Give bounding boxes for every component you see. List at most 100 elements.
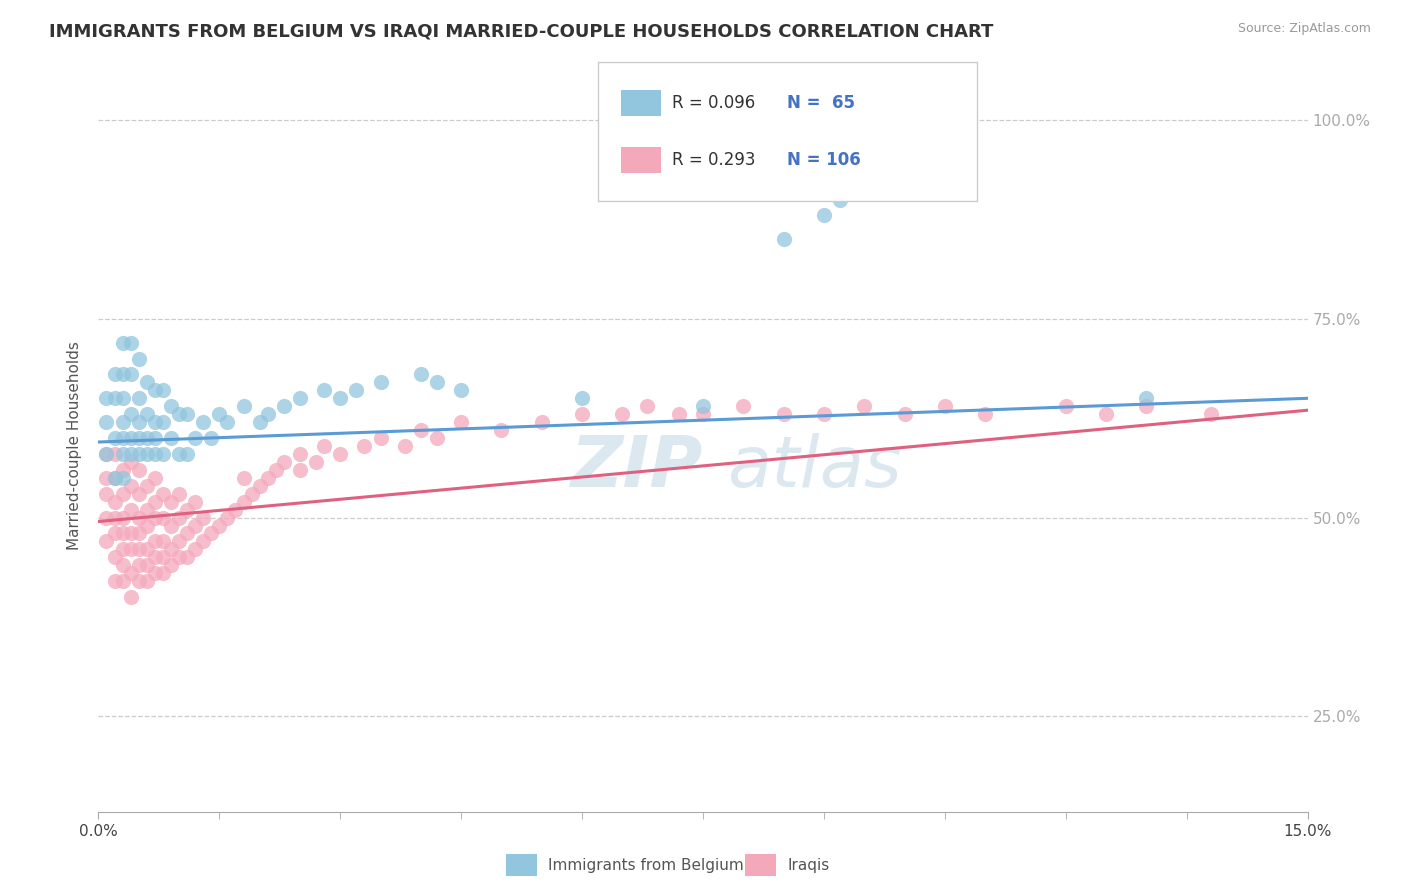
Point bbox=[329, 447, 352, 461]
Point bbox=[103, 471, 125, 485]
Point bbox=[394, 439, 416, 453]
Point bbox=[426, 376, 449, 390]
Point bbox=[103, 431, 125, 445]
Point bbox=[288, 447, 311, 461]
Point bbox=[120, 335, 142, 350]
Point bbox=[111, 558, 134, 573]
Point bbox=[1095, 407, 1118, 421]
Point bbox=[240, 486, 263, 500]
Point bbox=[143, 550, 166, 565]
Point bbox=[128, 510, 150, 524]
Point bbox=[974, 407, 997, 421]
Point bbox=[135, 502, 157, 516]
Point bbox=[530, 415, 553, 429]
Point bbox=[160, 558, 183, 573]
Point bbox=[193, 510, 215, 524]
Point bbox=[96, 510, 118, 524]
Point bbox=[772, 407, 794, 421]
Point bbox=[143, 566, 166, 581]
Point bbox=[135, 376, 157, 390]
Point bbox=[176, 526, 198, 541]
Point bbox=[232, 471, 254, 485]
Point bbox=[370, 431, 392, 445]
Point bbox=[288, 463, 311, 477]
Point bbox=[344, 384, 367, 398]
Point bbox=[111, 486, 134, 500]
Point bbox=[128, 431, 150, 445]
Point bbox=[1199, 407, 1222, 421]
Point bbox=[103, 447, 125, 461]
Point bbox=[135, 574, 157, 589]
Point bbox=[128, 526, 150, 541]
Point bbox=[193, 415, 215, 429]
Point bbox=[224, 502, 246, 516]
Point bbox=[111, 368, 134, 382]
Point bbox=[143, 431, 166, 445]
Point bbox=[152, 510, 174, 524]
Point bbox=[160, 542, 183, 557]
Y-axis label: Married-couple Households: Married-couple Households bbox=[67, 342, 83, 550]
Point bbox=[152, 415, 174, 429]
Text: Source: ZipAtlas.com: Source: ZipAtlas.com bbox=[1237, 22, 1371, 36]
Point bbox=[184, 518, 207, 533]
Point bbox=[120, 455, 142, 469]
Point bbox=[426, 431, 449, 445]
Point bbox=[143, 447, 166, 461]
Point bbox=[103, 471, 125, 485]
Point bbox=[128, 447, 150, 461]
Point bbox=[120, 431, 142, 445]
Point bbox=[128, 574, 150, 589]
Point bbox=[409, 368, 432, 382]
Point bbox=[103, 510, 125, 524]
Point bbox=[152, 566, 174, 581]
Point bbox=[96, 534, 118, 549]
Point bbox=[135, 447, 157, 461]
Point bbox=[120, 566, 142, 581]
Point bbox=[120, 368, 142, 382]
Point bbox=[184, 494, 207, 508]
Point bbox=[96, 392, 118, 406]
Point bbox=[813, 407, 835, 421]
Point bbox=[96, 415, 118, 429]
Point bbox=[232, 494, 254, 508]
Point bbox=[934, 399, 956, 413]
Point bbox=[193, 534, 215, 549]
Point bbox=[249, 415, 271, 429]
Point bbox=[96, 471, 118, 485]
Point bbox=[692, 399, 714, 413]
Text: R = 0.293: R = 0.293 bbox=[672, 151, 755, 169]
Point bbox=[167, 407, 190, 421]
Point bbox=[692, 407, 714, 421]
Point bbox=[264, 463, 287, 477]
Point bbox=[103, 392, 125, 406]
Point bbox=[128, 486, 150, 500]
Point bbox=[96, 447, 118, 461]
Point bbox=[152, 550, 174, 565]
Point bbox=[491, 423, 513, 437]
Point bbox=[103, 526, 125, 541]
Point bbox=[152, 534, 174, 549]
Point bbox=[111, 471, 134, 485]
Point bbox=[103, 574, 125, 589]
Point bbox=[1054, 399, 1077, 413]
Point bbox=[135, 518, 157, 533]
Point bbox=[200, 431, 222, 445]
Point bbox=[167, 550, 190, 565]
Point bbox=[152, 447, 174, 461]
Point bbox=[167, 510, 190, 524]
Point bbox=[111, 574, 134, 589]
Point bbox=[288, 392, 311, 406]
Text: N =  65: N = 65 bbox=[787, 95, 855, 112]
Point bbox=[143, 510, 166, 524]
Point bbox=[143, 415, 166, 429]
Point bbox=[96, 486, 118, 500]
Point bbox=[893, 407, 915, 421]
Point bbox=[103, 368, 125, 382]
Point bbox=[409, 423, 432, 437]
Point bbox=[571, 407, 593, 421]
Point bbox=[135, 431, 157, 445]
Point bbox=[733, 399, 755, 413]
Text: Immigrants from Belgium: Immigrants from Belgium bbox=[548, 858, 744, 872]
Point bbox=[636, 399, 658, 413]
Point bbox=[120, 479, 142, 493]
